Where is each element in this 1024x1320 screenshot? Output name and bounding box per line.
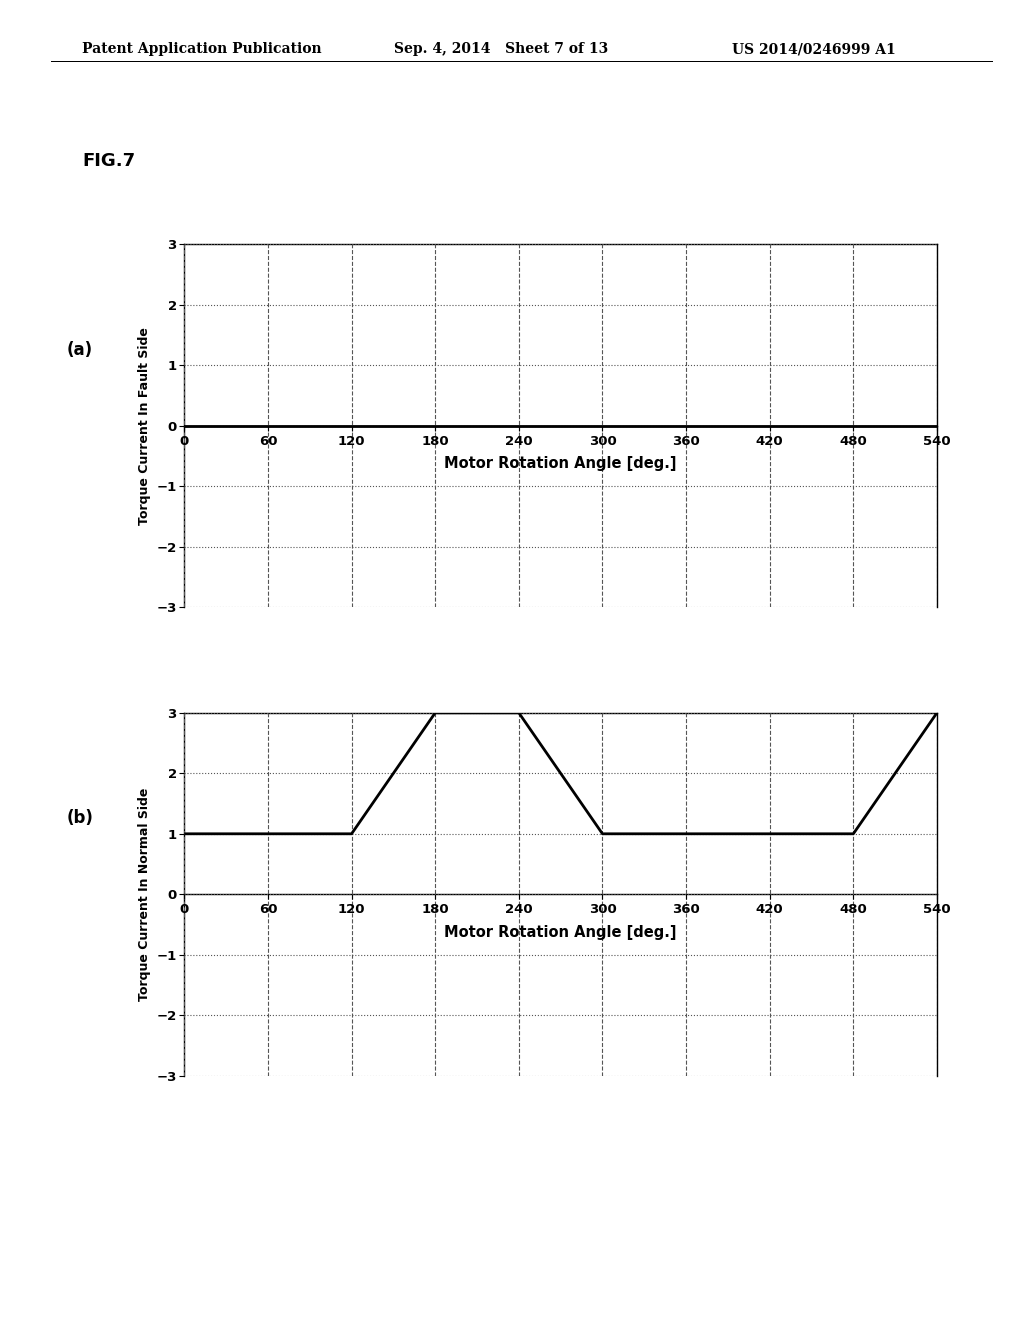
Text: FIG.7: FIG.7 <box>82 152 135 170</box>
Text: Sep. 4, 2014   Sheet 7 of 13: Sep. 4, 2014 Sheet 7 of 13 <box>394 42 608 57</box>
Text: (b): (b) <box>67 809 93 828</box>
Text: US 2014/0246999 A1: US 2014/0246999 A1 <box>732 42 896 57</box>
Text: Patent Application Publication: Patent Application Publication <box>82 42 322 57</box>
Y-axis label: Torque Current In Normal Side: Torque Current In Normal Side <box>138 788 151 1001</box>
Text: (a): (a) <box>67 341 93 359</box>
X-axis label: Motor Rotation Angle [deg.]: Motor Rotation Angle [deg.] <box>444 925 677 940</box>
Y-axis label: Torque Current In Fault Side: Torque Current In Fault Side <box>138 327 151 524</box>
X-axis label: Motor Rotation Angle [deg.]: Motor Rotation Angle [deg.] <box>444 457 677 471</box>
